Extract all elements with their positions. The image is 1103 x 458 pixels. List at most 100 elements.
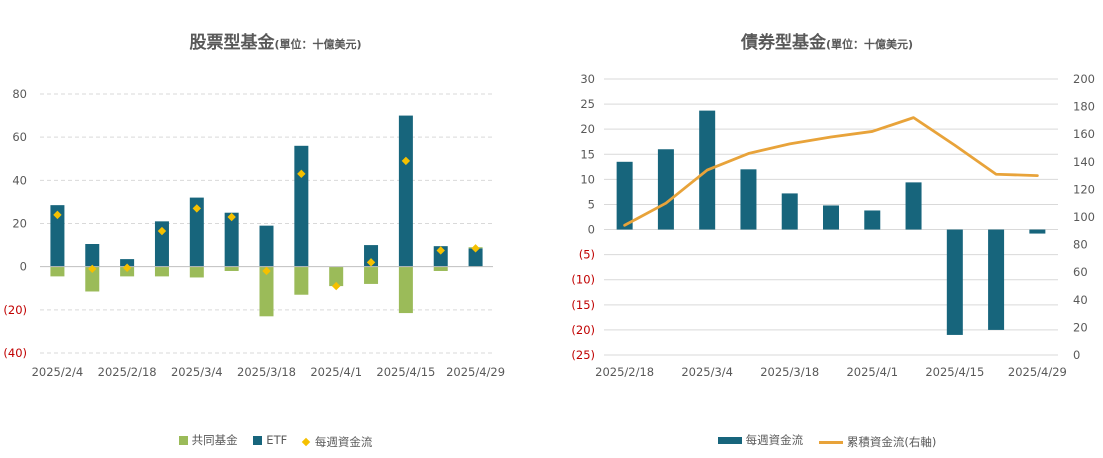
equity-legend: 共同基金 ETF 每週資金流 bbox=[0, 432, 551, 450]
equity-title-main: 股票型基金 bbox=[189, 33, 275, 53]
y-tick-label: (25) bbox=[571, 348, 595, 362]
bar-weekly-flow bbox=[823, 205, 839, 230]
bar-etf bbox=[85, 244, 100, 267]
bar-mutual-fund bbox=[85, 266, 100, 292]
x-tick-label: 2025/3/18 bbox=[760, 365, 819, 379]
y-tick-label: 20 bbox=[12, 217, 27, 231]
legend-item-mutual-fund: 共同基金 bbox=[178, 432, 238, 448]
y-tick-label: 0 bbox=[588, 223, 595, 237]
y-tick-label: 10 bbox=[580, 172, 595, 186]
bar-mutual-fund bbox=[433, 266, 448, 271]
marker-weekly-flow bbox=[122, 263, 132, 272]
bar-etf bbox=[364, 245, 379, 267]
legend-swatch-mutual-fund bbox=[178, 435, 188, 445]
bar-weekly-flow bbox=[616, 161, 633, 230]
y-tick-label: 15 bbox=[580, 147, 595, 161]
line-cumulative-flow bbox=[623, 116, 1039, 227]
x-tick-label: 2025/3/4 bbox=[171, 365, 223, 379]
y2-tick-label: 180 bbox=[1073, 100, 1095, 114]
bond-fund-plot: 302520151050(5)(10)(15)(20)(25)200180160… bbox=[571, 72, 1095, 379]
marker-weekly-flow bbox=[157, 226, 167, 236]
bar-etf bbox=[154, 221, 169, 267]
x-tick-label: 2025/3/4 bbox=[681, 365, 733, 379]
y-tick-label: (20) bbox=[3, 303, 27, 317]
bar-mutual-fund bbox=[398, 266, 413, 314]
x-tick-label: 2025/3/18 bbox=[237, 365, 296, 379]
y2-tick-label: 80 bbox=[1073, 238, 1088, 252]
bar-etf bbox=[224, 212, 239, 267]
bar-etf bbox=[468, 248, 483, 267]
bar-mutual-fund bbox=[329, 266, 344, 287]
bond-title-unit: (單位：十億美元) bbox=[825, 38, 914, 51]
x-tick-label: 2025/4/1 bbox=[846, 365, 898, 379]
legend-label-cumulative-flow: 累積資金流(右軸) bbox=[846, 435, 937, 449]
y-tick-label: (5) bbox=[579, 248, 595, 262]
legend-line-cumulative-flow bbox=[818, 440, 843, 444]
equity-fund-plot: 80 60 40 20 0 (20) (40) 2025/2/4 2025/2/18 2025/3… bbox=[3, 87, 505, 379]
y2-tick-label: 120 bbox=[1073, 182, 1095, 196]
y2-tick-label: 60 bbox=[1073, 265, 1088, 279]
equity-fund-chart: 80 60 40 20 0 (20) (40) 2025/2/4 2025/2/18 2025/3… bbox=[0, 0, 551, 458]
legend-item-weekly-flow: 每週資金流 bbox=[301, 434, 373, 450]
bar-etf bbox=[189, 197, 204, 267]
x-tick-label: 2025/4/15 bbox=[376, 365, 435, 379]
x-tick-label: 2025/4/29 bbox=[1008, 365, 1067, 379]
equity-title-unit: (單位：十億美元) bbox=[274, 38, 362, 51]
legend-item-bond-weekly-flow: 每週資金流 bbox=[717, 432, 804, 448]
y2-tick-label: 100 bbox=[1073, 210, 1095, 224]
legend-item-cumulative-flow: 累積資金流(右軸) bbox=[818, 434, 937, 450]
y2-tick-label: 40 bbox=[1073, 293, 1088, 307]
legend-label-etf: ETF bbox=[266, 433, 288, 447]
y2-tick-label: 20 bbox=[1073, 320, 1088, 334]
bond-chart-title: 債券型基金(單位：十億美元) bbox=[551, 28, 1103, 53]
legend-label-mutual-fund: 共同基金 bbox=[191, 433, 238, 447]
x-tick-label: 2025/4/29 bbox=[446, 365, 505, 379]
marker-weekly-flow bbox=[262, 266, 271, 276]
bar-weekly-flow bbox=[1029, 229, 1046, 234]
y2-tick-label: 200 bbox=[1073, 72, 1095, 86]
bar-weekly-flow bbox=[781, 193, 798, 230]
legend-label-weekly-flow: 每週資金流 bbox=[314, 434, 373, 449]
y-tick-label: 60 bbox=[12, 130, 27, 144]
x-tick-label: 2025/2/4 bbox=[32, 365, 84, 379]
bar-etf bbox=[398, 115, 413, 267]
marker-weekly-flow bbox=[227, 212, 236, 222]
x-tick-label: 2025/4/1 bbox=[310, 365, 362, 379]
y2-tick-label: 160 bbox=[1073, 127, 1095, 141]
marker-weekly-flow bbox=[471, 244, 480, 253]
bar-mutual-fund bbox=[294, 266, 309, 295]
bar-weekly-flow bbox=[740, 169, 757, 230]
y-tick-label: (10) bbox=[571, 273, 595, 287]
marker-weekly-flow bbox=[366, 258, 376, 267]
bar-mutual-fund bbox=[364, 266, 379, 284]
marker-weekly-flow bbox=[436, 246, 445, 255]
bar-etf bbox=[50, 205, 65, 267]
bar-mutual-fund bbox=[224, 266, 239, 271]
marker-weekly-flow bbox=[297, 169, 306, 179]
legend-label-bond-weekly-flow: 每週資金流 bbox=[745, 433, 804, 447]
bar-mutual-fund bbox=[189, 266, 204, 278]
bar-mutual-fund bbox=[259, 266, 274, 317]
bar-mutual-fund bbox=[154, 266, 169, 277]
marker-weekly-flow bbox=[401, 156, 411, 166]
x-tick-label: 2025/4/15 bbox=[925, 365, 984, 379]
y2-tick-label: 0 bbox=[1073, 348, 1080, 362]
y-tick-label: 80 bbox=[12, 87, 27, 101]
marker-weekly-flow bbox=[331, 281, 341, 291]
marker-weekly-flow bbox=[88, 264, 97, 274]
equity-chart-title: 股票型基金(單位：十億美元) bbox=[0, 28, 551, 53]
legend-swatch-bond-weekly-flow bbox=[717, 436, 742, 444]
y-tick-label: 25 bbox=[580, 97, 595, 111]
bar-etf bbox=[120, 259, 135, 267]
y-tick-label: 40 bbox=[12, 173, 27, 187]
x-tick-label: 2025/2/18 bbox=[595, 365, 654, 379]
y-tick-label: 0 bbox=[20, 260, 27, 274]
bar-etf bbox=[294, 145, 309, 267]
marker-weekly-flow bbox=[192, 204, 202, 213]
bar-etf bbox=[259, 225, 274, 267]
y-tick-label: (40) bbox=[3, 346, 27, 360]
bar-weekly-flow bbox=[946, 229, 963, 335]
y-tick-label: (20) bbox=[571, 323, 595, 337]
legend-diamond-weekly-flow bbox=[301, 437, 311, 446]
legend-item-etf: ETF bbox=[253, 433, 287, 447]
